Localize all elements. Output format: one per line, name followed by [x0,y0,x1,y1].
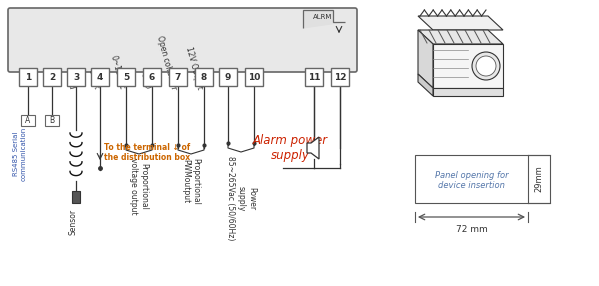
Polygon shape [307,137,319,159]
Text: 8: 8 [201,72,207,82]
FancyBboxPatch shape [19,68,37,86]
Text: GND: GND [139,71,152,90]
FancyBboxPatch shape [143,68,161,86]
Text: 2: 2 [49,72,55,82]
Text: 1: 1 [25,72,31,82]
Text: Red: Red [63,74,76,90]
Text: 11: 11 [308,72,320,82]
Polygon shape [433,88,503,96]
FancyBboxPatch shape [91,68,109,86]
Text: Power
supply
85~265Vac (50/60Hz): Power supply 85~265Vac (50/60Hz) [226,156,256,240]
FancyBboxPatch shape [21,115,35,126]
FancyBboxPatch shape [43,68,61,86]
Polygon shape [418,30,433,88]
Text: To the terminal ↓ of
the distribution box: To the terminal ↓ of the distribution bo… [104,143,190,162]
FancyBboxPatch shape [45,115,59,126]
Polygon shape [303,10,345,28]
Text: Proportional
voltage output: Proportional voltage output [129,158,149,214]
Circle shape [472,52,500,80]
FancyBboxPatch shape [331,68,349,86]
Polygon shape [433,44,503,88]
Circle shape [476,56,496,76]
FancyBboxPatch shape [305,68,323,86]
Text: 10: 10 [248,72,260,82]
Text: ALRM: ALRM [313,14,332,20]
FancyBboxPatch shape [245,68,263,86]
Text: 72 mm: 72 mm [456,225,488,234]
FancyBboxPatch shape [72,191,80,203]
Text: Panel opening for: Panel opening for [435,170,509,180]
Text: Proportional
PWMoutput: Proportional PWMoutput [181,158,201,205]
Text: 4: 4 [97,72,103,82]
Text: device insertion: device insertion [438,182,505,190]
FancyBboxPatch shape [8,8,357,72]
FancyBboxPatch shape [219,68,237,86]
Text: B: B [50,116,55,125]
Text: 12: 12 [334,72,346,82]
Text: 12V Output: 12V Output [184,46,204,90]
Text: Alarm power
supply: Alarm power supply [252,134,328,162]
Text: 0~10Vdc: 0~10Vdc [108,54,126,90]
Text: Black: Black [86,68,100,90]
Text: RS485 Serial
communication: RS485 Serial communication [14,127,26,181]
Text: 29mm: 29mm [534,166,543,192]
Text: 9: 9 [225,72,231,82]
Text: 5: 5 [123,72,129,82]
FancyBboxPatch shape [415,155,550,203]
FancyBboxPatch shape [67,68,85,86]
FancyBboxPatch shape [195,68,213,86]
Text: 3: 3 [73,72,79,82]
Polygon shape [418,16,503,30]
Text: A: A [25,116,31,125]
Text: Open collector: Open collector [155,34,178,90]
Text: 6: 6 [149,72,155,82]
Polygon shape [418,74,433,96]
FancyBboxPatch shape [117,68,135,86]
Text: Sensor: Sensor [68,209,77,235]
Text: 7: 7 [175,72,181,82]
Polygon shape [418,30,503,44]
FancyBboxPatch shape [169,68,187,86]
